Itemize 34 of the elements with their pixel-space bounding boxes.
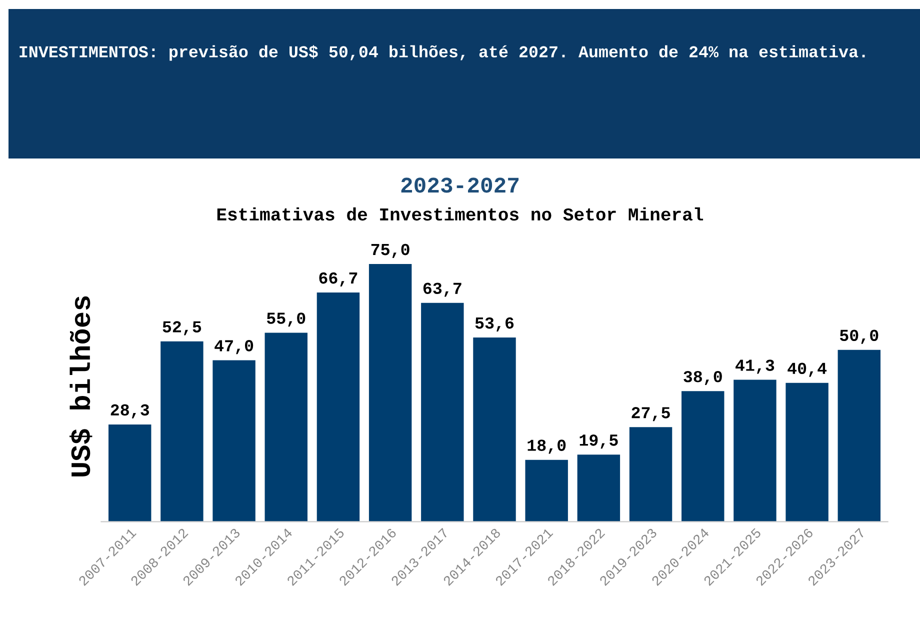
data-label: 41,3 [736, 360, 774, 374]
data-label: 53,6 [475, 317, 514, 332]
text: INVESTIMENTOS: previsão de US$ 50,04 bilhões, até 2027. Aumento de 24% na estimativa. [20, 45, 865, 61]
bar [316, 292, 360, 522]
data-label: 55,0 [266, 312, 306, 327]
bar [786, 382, 828, 522]
chart-subtitle: Estimativas de Investimentos no Setor Mineral [217, 207, 704, 221]
bar [629, 427, 672, 522]
bar [421, 302, 464, 522]
bar [682, 391, 724, 522]
bar [160, 341, 204, 522]
bar [734, 380, 776, 522]
bar [838, 350, 881, 522]
data-label: 27,5 [632, 407, 670, 422]
data-label: 18,0 [528, 440, 566, 454]
bar [108, 424, 152, 522]
bar [212, 360, 256, 522]
bar [577, 454, 620, 522]
chart-title: 2023-2027 [401, 178, 519, 193]
data-label: 40,4 [788, 362, 827, 377]
bar [525, 460, 568, 522]
data-label: 28,3 [110, 404, 150, 418]
y-axis-title: US$ bilhões [70, 296, 92, 476]
data-label: 19,5 [580, 434, 618, 449]
bar [368, 264, 412, 522]
data-label: 75,0 [371, 244, 410, 258]
data-label: 63,7 [423, 282, 462, 297]
bar [264, 332, 308, 522]
data-label: 38,0 [684, 370, 722, 386]
data-label: 47,0 [214, 340, 254, 354]
data-label: 50,0 [840, 330, 878, 344]
bar [473, 338, 516, 522]
data-label: 52,5 [162, 321, 202, 336]
data-label: 66,7 [319, 272, 358, 286]
